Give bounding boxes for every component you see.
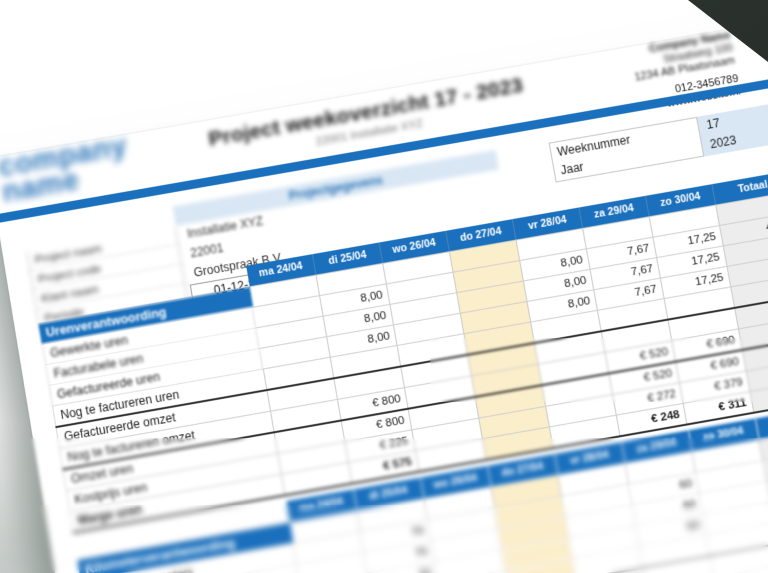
- paper-sheet: company name Company Name Straatweg 100 …: [0, 5, 768, 573]
